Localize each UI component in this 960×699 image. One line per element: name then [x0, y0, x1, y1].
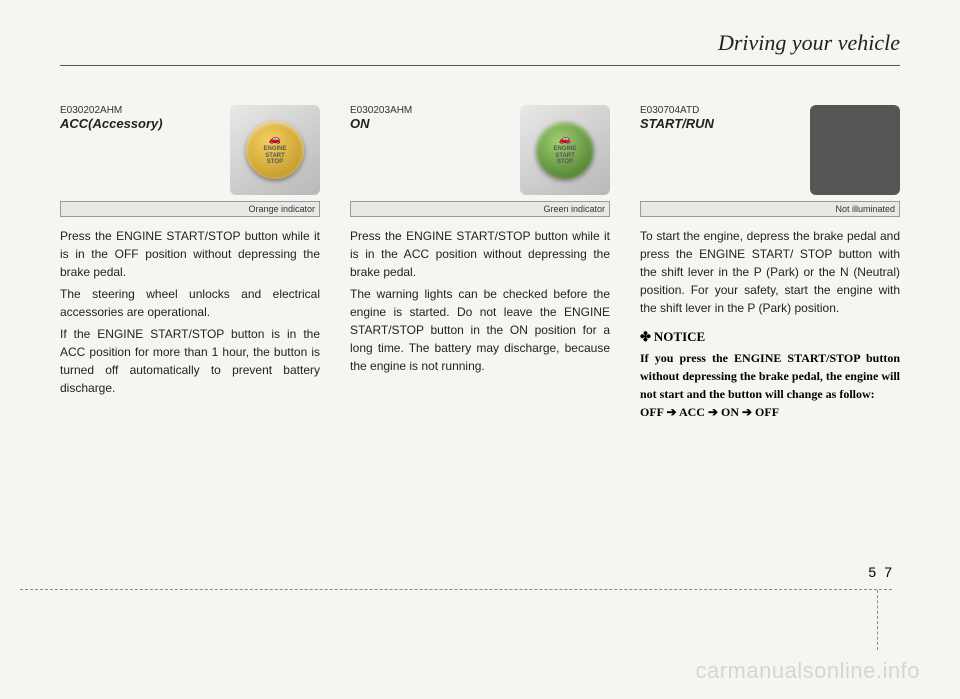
button-image-acc: 🚗 ENGINE START STOP [230, 105, 320, 195]
button-text: START [265, 153, 285, 160]
page-number: 5 7 [868, 564, 892, 580]
footer-dashed-h [20, 589, 892, 590]
sub-title: START/RUN [640, 116, 714, 131]
button-text: ENGINE [553, 146, 576, 153]
button-text: START [555, 153, 575, 160]
column-on: E030203AHM ON 🚗 ENGINE START STOP Green … [350, 105, 610, 421]
paragraph: The steering wheel unlocks and electrica… [60, 285, 320, 321]
engine-button-green-icon: 🚗 ENGINE START STOP [536, 121, 594, 179]
paragraph: The warning lights can be checked before… [350, 285, 610, 375]
notice-paragraph: If you press the ENGINE START/STOP butto… [640, 349, 900, 403]
sub-title: ACC(Accessory) [60, 116, 163, 131]
car-icon: 🚗 [269, 134, 281, 145]
image-caption: Green indicator [350, 201, 610, 217]
paragraph: To start the engine, depress the brake p… [640, 227, 900, 317]
paragraph: Press the ENGINE START/STOP button while… [350, 227, 610, 281]
column-start-run: E030704ATD START/RUN Not illuminated To … [640, 105, 900, 421]
notice-text: If you press the ENGINE START/STOP butto… [640, 349, 900, 421]
button-text: STOP [557, 159, 573, 166]
body-text: To start the engine, depress the brake p… [640, 227, 900, 317]
button-image-dark [810, 105, 900, 195]
image-caption: Orange indicator [60, 201, 320, 217]
code-label: E030704ATD [640, 105, 714, 116]
engine-button-orange-icon: 🚗 ENGINE START STOP [246, 121, 304, 179]
paragraph: If the ENGINE START/STOP button is in th… [60, 325, 320, 397]
section-title: Driving your vehicle [718, 30, 900, 56]
body-text: Press the ENGINE START/STOP button while… [60, 227, 320, 397]
button-text: ENGINE [263, 146, 286, 153]
page-num: 7 [884, 564, 892, 580]
notice-title: ✤NOTICE [640, 329, 900, 345]
image-caption: Not illuminated [640, 201, 900, 217]
column-acc: E030202AHM ACC(Accessory) 🚗 ENGINE START… [60, 105, 320, 421]
car-icon: 🚗 [559, 134, 571, 145]
content-columns: E030202AHM ACC(Accessory) 🚗 ENGINE START… [60, 105, 900, 421]
button-image-on: 🚗 ENGINE START STOP [520, 105, 610, 195]
notice-label: NOTICE [654, 329, 705, 344]
button-text: STOP [267, 159, 283, 166]
sub-title: ON [350, 116, 412, 131]
footer-dashed-v [877, 590, 878, 650]
header-rule [60, 65, 900, 66]
body-text: Press the ENGINE START/STOP button while… [350, 227, 610, 375]
notice-sequence: OFF ➔ ACC ➔ ON ➔ OFF [640, 403, 900, 421]
paragraph: Press the ENGINE START/STOP button while… [60, 227, 320, 281]
watermark: carmanualsonline.info [695, 658, 920, 684]
notice-icon: ✤ [640, 329, 651, 344]
code-label: E030202AHM [60, 105, 163, 116]
page-chapter: 5 [868, 564, 876, 580]
code-label: E030203AHM [350, 105, 412, 116]
